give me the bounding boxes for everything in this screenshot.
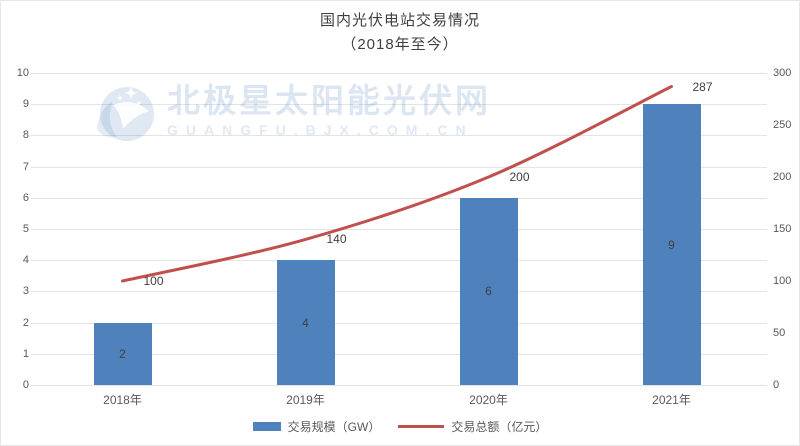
chart-title: 国内光伏电站交易情况 （2018年至今） [1, 9, 799, 57]
watermark-text: 北极星太阳能光伏网 GUANGFU.BJX.COM.CN [167, 81, 491, 138]
bar: 4 [276, 260, 335, 385]
bar-value-label: 6 [485, 284, 492, 299]
gridline [31, 291, 767, 293]
bar-value-label: 2 [119, 346, 126, 361]
right-axis-tick-label: 0 [773, 379, 780, 391]
right-axis-tick-label: 50 [773, 327, 786, 339]
left-axis-tick-label: 7 [22, 160, 29, 173]
right-axis-tick-label: 200 [773, 171, 792, 183]
left-axis-tick-label: 2 [22, 316, 29, 329]
left-axis-tick-label: 6 [22, 191, 29, 204]
x-axis-category-label: 2020年 [469, 393, 508, 407]
line-value-label: 200 [509, 170, 530, 184]
legend-item-bar-series: 交易规模（GW） [252, 418, 381, 435]
bar: 9 [642, 104, 701, 385]
right-axis-tick-label: 250 [773, 119, 792, 131]
bar-value-label: 9 [668, 237, 675, 252]
left-axis-tick-label: 3 [22, 285, 29, 298]
left-axis-tick-label: 10 [16, 67, 29, 79]
bar-series-label: 交易规模（GW） [287, 420, 381, 434]
line-series-swatch [398, 425, 445, 428]
left-axis-tick-label: 8 [22, 129, 29, 142]
chart-title-line2: （2018年至今） [341, 36, 459, 53]
left-axis-tick-label: 5 [22, 223, 29, 235]
line-value-label: 100 [143, 274, 164, 288]
left-axis-tick-label: 4 [22, 254, 29, 267]
x-axis-category-label: 2019年 [286, 393, 325, 407]
line-value-label: 287 [692, 79, 713, 94]
bar: 2 [93, 322, 152, 385]
line-series-path [121, 85, 673, 283]
gridline [31, 353, 767, 355]
bar: 6 [459, 197, 518, 385]
line-series-label: 交易总额（亿元） [451, 420, 548, 434]
x-axis-category-label: 2018年 [103, 393, 142, 407]
chart-title-line1: 国内光伏电站交易情况 [319, 12, 480, 29]
left-axis-tick-label: 9 [22, 98, 29, 111]
bar-series-swatch [252, 422, 281, 431]
gridline [31, 385, 767, 386]
gridline [31, 73, 767, 74]
gridline [31, 322, 767, 324]
right-axis-tick-label: 150 [773, 223, 792, 235]
right-axis-tick-label: 100 [773, 275, 792, 287]
line-value-label: 140 [326, 232, 347, 247]
bar-value-label: 4 [302, 315, 309, 330]
left-axis-tick-label: 1 [22, 347, 29, 360]
legend-item-line-series: 交易总额（亿元） [398, 418, 547, 435]
right-axis-tick-label: 300 [773, 67, 792, 79]
legend: 交易规模（GW） 交易总额（亿元） [1, 418, 799, 435]
left-axis-tick-label: 0 [22, 379, 29, 391]
watermark-main-text: 北极星太阳能光伏网 [167, 82, 491, 119]
x-axis-category-label: 2021年 [652, 393, 691, 407]
